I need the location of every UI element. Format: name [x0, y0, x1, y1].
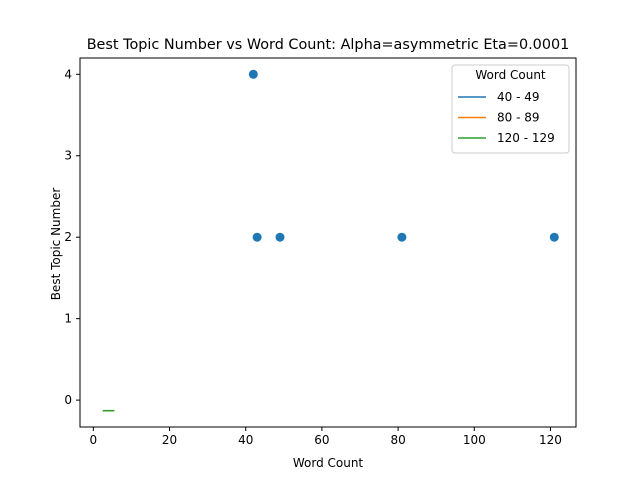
x-tick-label: 100: [463, 433, 486, 447]
chart-title: Best Topic Number vs Word Count: Alpha=a…: [87, 37, 570, 53]
y-tick-label: 4: [64, 67, 72, 81]
x-tick-label: 80: [390, 433, 405, 447]
data-point-3: [397, 232, 407, 242]
y-tick-label: 3: [64, 149, 72, 163]
data-point-2: [275, 232, 285, 242]
x-tick-label: 120: [539, 433, 562, 447]
y-tick-label: 2: [64, 230, 72, 244]
legend: Word Count 40 - 49 80 - 89 120 - 129: [451, 64, 570, 154]
x-axis-label: Word Count: [293, 456, 364, 470]
plot-marks: [102, 69, 559, 412]
plot-frame: [79, 57, 577, 428]
x-tick-label: 40: [238, 433, 253, 447]
legend-title: Word Count: [475, 68, 546, 82]
x-tick-label: 20: [162, 433, 177, 447]
data-point-0: [248, 69, 258, 79]
legend-label: 40 - 49: [497, 90, 540, 104]
y-axis-label: Best Topic Number: [49, 188, 63, 301]
legend-label: 80 - 89: [497, 111, 540, 125]
legend-label: 120 - 129: [497, 131, 555, 145]
data-point-4: [549, 232, 559, 242]
legend-box: [451, 64, 570, 154]
x-axis: 0 20 40 60 80 100 120: [90, 427, 562, 447]
data-point-1: [252, 232, 262, 242]
y-axis: 0 1 2 3 4: [64, 67, 80, 407]
y-tick-label: 1: [64, 312, 72, 326]
x-tick-label: 60: [314, 433, 329, 447]
x-tick-label: 0: [90, 433, 98, 447]
y-tick-label: 0: [64, 393, 72, 407]
